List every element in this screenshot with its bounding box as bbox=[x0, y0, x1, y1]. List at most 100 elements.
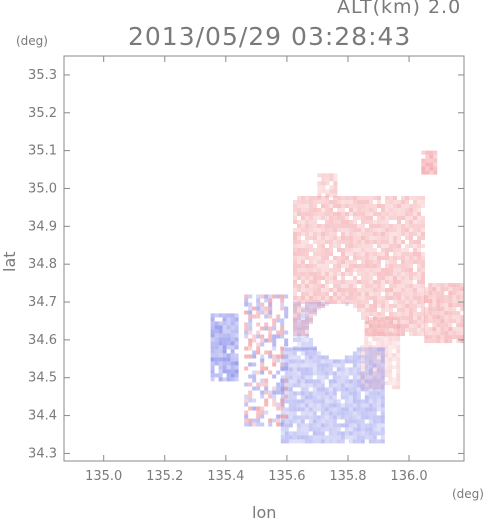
velocity-cell bbox=[309, 212, 313, 216]
velocity-cell bbox=[296, 439, 301, 444]
velocity-cell bbox=[424, 339, 429, 344]
velocity-cell bbox=[365, 256, 369, 260]
velocity-cell bbox=[364, 321, 369, 326]
velocity-cell bbox=[352, 435, 357, 440]
velocity-cell bbox=[385, 268, 389, 272]
velocity-cell bbox=[360, 371, 365, 376]
velocity-cell bbox=[222, 321, 227, 326]
velocity-cell bbox=[284, 383, 289, 388]
velocity-cell bbox=[364, 391, 369, 396]
velocity-cell bbox=[413, 220, 417, 224]
velocity-cell bbox=[336, 383, 341, 388]
velocity-cell bbox=[333, 185, 338, 190]
velocity-cell bbox=[260, 422, 265, 427]
velocity-cell bbox=[316, 379, 321, 384]
velocity-cell bbox=[321, 252, 325, 256]
velocity-cell bbox=[385, 220, 389, 224]
velocity-cell bbox=[413, 288, 417, 292]
velocity-cell bbox=[381, 312, 385, 316]
velocity-cell bbox=[421, 332, 425, 336]
velocity-cell bbox=[384, 337, 389, 342]
velocity-cell bbox=[389, 332, 393, 336]
velocity-cell bbox=[364, 399, 369, 404]
velocity-cell bbox=[348, 383, 353, 388]
velocity-cell bbox=[316, 355, 321, 360]
velocity-cell bbox=[364, 375, 369, 380]
velocity-cell bbox=[456, 339, 461, 344]
velocity-cell bbox=[393, 224, 397, 228]
velocity-cell bbox=[344, 423, 349, 428]
velocity-cell bbox=[252, 350, 257, 355]
velocity-cell bbox=[393, 204, 397, 208]
velocity-cell bbox=[353, 300, 357, 304]
velocity-cell bbox=[252, 406, 257, 411]
velocity-cell bbox=[409, 272, 413, 276]
velocity-cell bbox=[452, 283, 457, 288]
velocity-cell bbox=[309, 216, 313, 220]
velocity-cell bbox=[256, 346, 261, 351]
velocity-cell bbox=[381, 300, 385, 304]
velocity-cell bbox=[333, 228, 337, 232]
velocity-cell bbox=[341, 264, 345, 268]
velocity-cell bbox=[372, 435, 377, 440]
velocity-cell bbox=[380, 387, 385, 392]
velocity-cell bbox=[377, 224, 381, 228]
velocity-cell bbox=[428, 327, 433, 332]
velocity-cell bbox=[428, 303, 433, 308]
velocity-cell bbox=[317, 236, 321, 240]
velocity-cell bbox=[357, 288, 361, 292]
velocity-cell bbox=[429, 150, 434, 155]
velocity-cell bbox=[421, 296, 425, 300]
velocity-cell bbox=[352, 387, 357, 392]
velocity-cell bbox=[301, 310, 305, 314]
velocity-cell bbox=[309, 304, 313, 308]
velocity-cell bbox=[260, 294, 265, 299]
velocity-cell bbox=[380, 399, 385, 404]
velocity-cell bbox=[280, 318, 285, 323]
velocity-cell bbox=[218, 313, 223, 318]
velocity-cell bbox=[349, 296, 353, 300]
velocity-cell bbox=[348, 423, 353, 428]
velocity-cell bbox=[312, 399, 317, 404]
velocity-cell bbox=[405, 208, 409, 212]
velocity-cell bbox=[389, 320, 393, 324]
velocity-cell bbox=[425, 154, 430, 159]
x-tick-label: 135.0 bbox=[85, 469, 122, 484]
velocity-cell bbox=[297, 224, 301, 228]
velocity-cell bbox=[421, 216, 425, 220]
velocity-cell bbox=[321, 216, 325, 220]
velocity-cell bbox=[360, 379, 365, 384]
velocity-cell bbox=[272, 390, 277, 395]
velocity-cell bbox=[321, 173, 326, 178]
velocity-cell bbox=[276, 318, 281, 323]
velocity-cell bbox=[305, 216, 309, 220]
velocity-cell bbox=[357, 204, 361, 208]
velocity-cell bbox=[397, 296, 401, 300]
velocity-cell bbox=[356, 383, 361, 388]
velocity-cell bbox=[333, 200, 337, 204]
velocity-cell bbox=[440, 315, 445, 320]
velocity-cell bbox=[452, 291, 457, 296]
velocity-cell bbox=[369, 332, 373, 336]
velocity-cell bbox=[392, 381, 397, 386]
velocity-cell bbox=[349, 224, 353, 228]
velocity-cell bbox=[405, 328, 409, 332]
velocity-cell bbox=[222, 353, 227, 358]
velocity-cell bbox=[417, 256, 421, 260]
velocity-cell bbox=[305, 292, 309, 296]
velocity-cell bbox=[234, 313, 239, 318]
velocity-cell bbox=[361, 296, 365, 300]
velocity-cell bbox=[353, 268, 357, 272]
velocity-cell bbox=[329, 200, 333, 204]
velocity-cell bbox=[288, 411, 293, 416]
velocity-cell bbox=[360, 369, 365, 374]
velocity-cell bbox=[264, 366, 269, 371]
velocity-cell bbox=[293, 310, 297, 314]
velocity-cell bbox=[440, 311, 445, 316]
velocity-cell bbox=[309, 316, 313, 320]
velocity-cell bbox=[252, 378, 257, 383]
velocity-cell bbox=[301, 204, 305, 208]
velocity-cell bbox=[288, 407, 293, 412]
plot-frame bbox=[63, 55, 465, 462]
velocity-cell bbox=[369, 240, 373, 244]
